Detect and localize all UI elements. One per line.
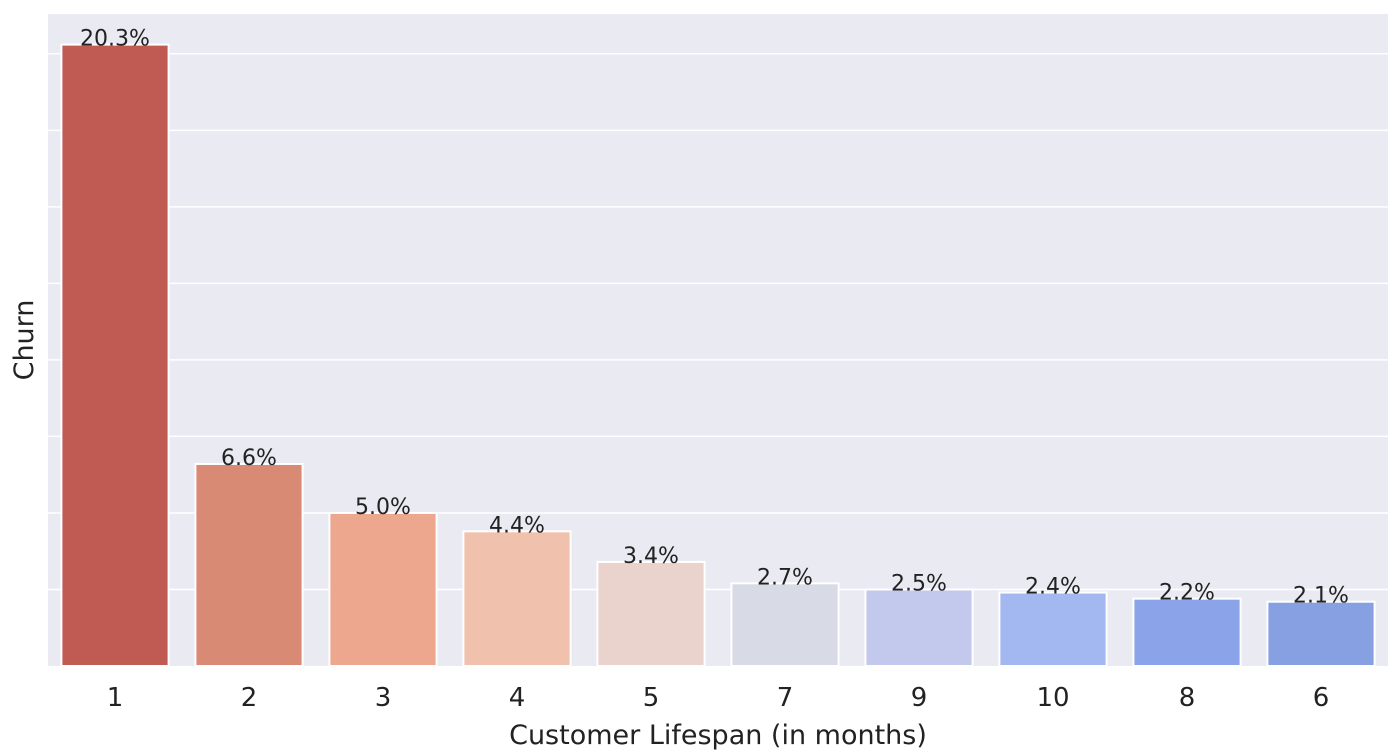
x-tick-label: 1 <box>107 683 124 713</box>
bar-value-label: 2.1% <box>1293 584 1349 609</box>
bar-month-9 <box>864 588 974 667</box>
bar-month-6 <box>1266 600 1376 668</box>
x-tick-label: 8 <box>1179 683 1196 713</box>
bar-value-labels: 20.3% 6.6% 5.0% 4.4% 3.4% 2.7% 2.5% 2.4% 2.2% 2.1… <box>80 27 1349 609</box>
bar-month-10 <box>998 591 1108 668</box>
x-tick-label: 7 <box>777 683 794 713</box>
x-tick-label: 6 <box>1313 683 1330 713</box>
bar-value-label: 2.7% <box>757 565 813 590</box>
y-axis-label: Churn <box>9 300 40 381</box>
x-axis-label: Customer Lifespan (in months) <box>509 720 927 751</box>
bar-value-label: 2.4% <box>1025 575 1081 600</box>
bar-month-8 <box>1132 597 1242 668</box>
bar-month-5 <box>596 560 706 667</box>
bar-value-label: 6.6% <box>221 446 277 471</box>
bar-month-3 <box>328 511 438 667</box>
bar-value-label: 4.4% <box>489 513 545 538</box>
bar-value-label: 2.5% <box>891 571 947 596</box>
bar-value-label: 5.0% <box>355 495 411 520</box>
bar-month-2 <box>194 462 304 667</box>
bar-value-label: 20.3% <box>80 27 150 52</box>
bar-month-4 <box>462 530 572 668</box>
x-tick-label: 2 <box>241 683 258 713</box>
x-tick-labels: 1 2 3 4 5 7 9 10 8 6 <box>107 683 1330 713</box>
x-tick-label: 3 <box>375 683 392 713</box>
x-tick-label: 9 <box>911 683 928 713</box>
x-tick-label: 4 <box>509 683 526 713</box>
bar-month-7 <box>730 582 840 667</box>
bar-month-1 <box>60 43 170 667</box>
x-tick-label: 5 <box>643 683 660 713</box>
x-tick-label: 10 <box>1036 683 1069 713</box>
bar-value-label: 2.2% <box>1159 581 1215 606</box>
bar-value-label: 3.4% <box>623 544 679 569</box>
bars <box>60 43 1376 668</box>
